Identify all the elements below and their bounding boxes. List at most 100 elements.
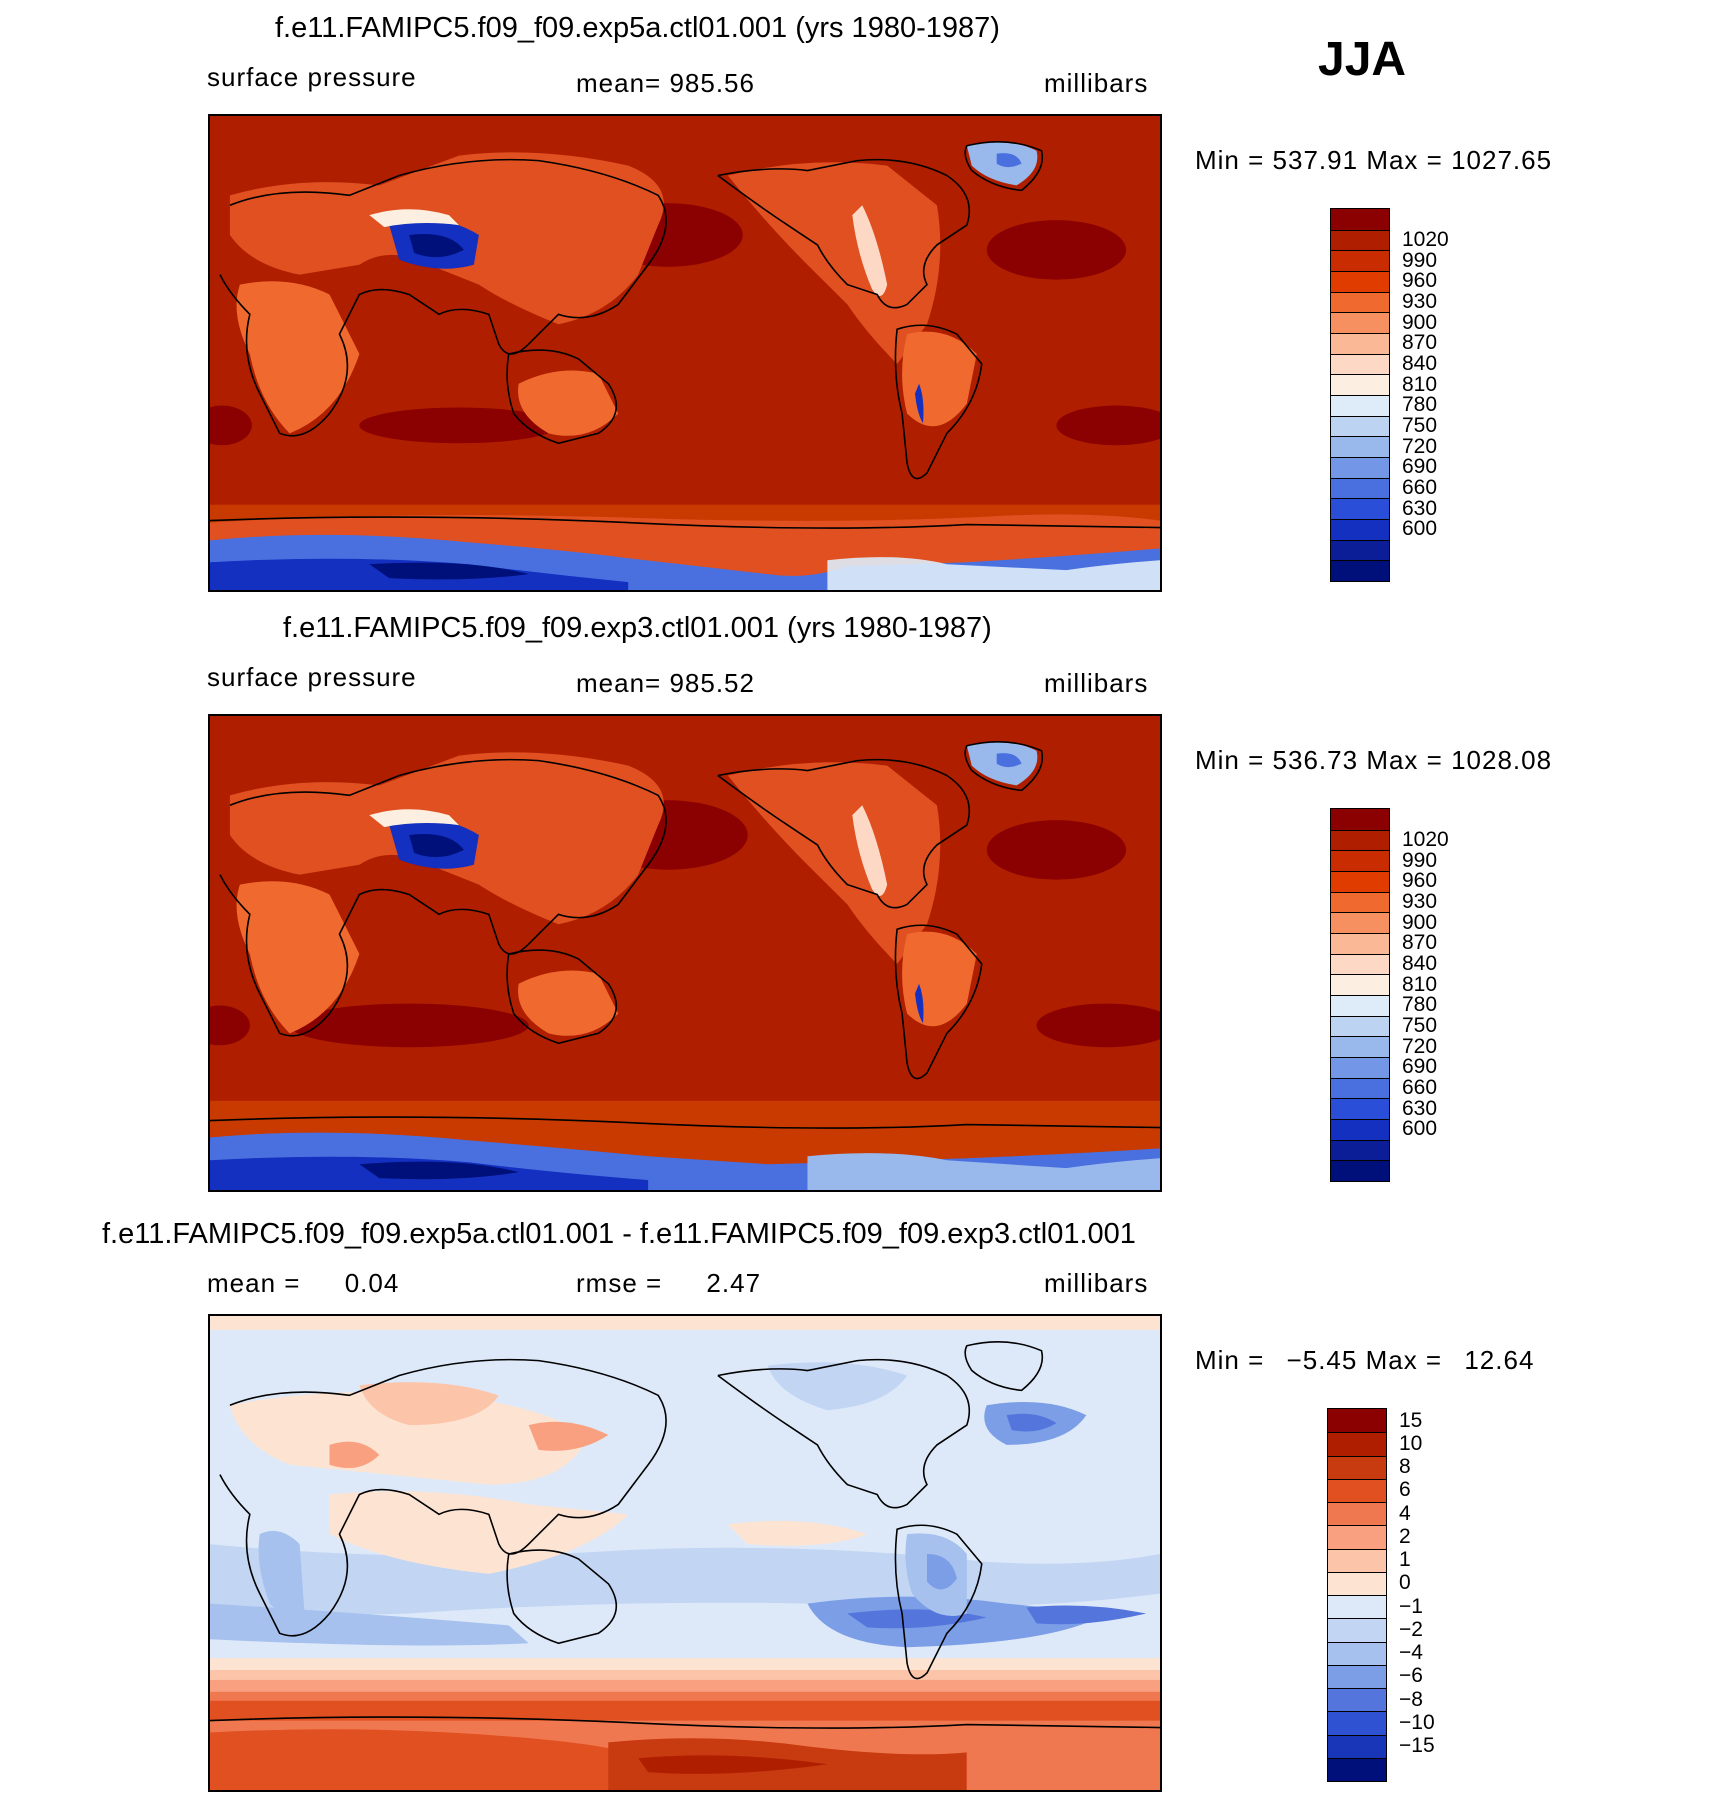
colorbar-swatch: [1331, 1160, 1389, 1181]
panel3-colorbar: [1327, 1408, 1387, 1782]
colorbar-tick-label: 2: [1399, 1524, 1411, 1548]
colorbar-swatch: [1331, 1139, 1389, 1161]
colorbar-swatch: [1331, 395, 1389, 416]
colorbar-swatch: [1328, 1571, 1386, 1595]
panel2-max-value: 1028.08: [1451, 745, 1553, 775]
colorbar-tick-label: −10: [1399, 1710, 1435, 1734]
panel3-mean-value: 0.04: [344, 1268, 400, 1298]
colorbar-tick-label: 0: [1399, 1571, 1411, 1595]
colorbar-swatch: [1331, 995, 1389, 1016]
colorbar-tick-label: 870: [1402, 331, 1438, 355]
panel2-title: f.e11.FAMIPC5.f09_f09.exp3.ctl01.001 (yr…: [283, 612, 992, 644]
colorbar-tick-label: 720: [1402, 434, 1438, 458]
panel3-mean: mean = 0.04: [207, 1268, 399, 1299]
colorbar-tick-label: 960: [1402, 869, 1438, 893]
colorbar-swatch: [1331, 871, 1389, 892]
colorbar-swatch: [1331, 1098, 1389, 1119]
colorbar-tick-label: 1020: [1402, 228, 1449, 251]
colorbar-tick-label: 630: [1402, 496, 1438, 520]
colorbar-swatch: [1331, 229, 1389, 251]
colorbar-tick-label: −15: [1399, 1734, 1435, 1758]
panel1-field-name: surface pressure: [207, 62, 417, 92]
colorbar-tick-label: −8: [1399, 1687, 1423, 1711]
panel3-rmse-value: 2.47: [706, 1268, 762, 1298]
panel3-min-value: −5.45: [1286, 1345, 1358, 1375]
panel1-mean: mean= 985.56: [576, 68, 755, 98]
panel1-map: [208, 114, 1162, 592]
panel2-min-value: 536.73: [1272, 745, 1359, 775]
colorbar-tick-label: 10: [1399, 1431, 1423, 1455]
colorbar-tick-label: 1020: [1402, 828, 1449, 851]
panel3-title: f.e11.FAMIPC5.f09_f09.exp5a.ctl01.001 - …: [102, 1218, 1136, 1250]
colorbar-swatch: [1328, 1711, 1386, 1735]
panel2-mean: mean= 985.52: [576, 668, 755, 698]
colorbar-swatch: [1331, 291, 1389, 313]
panel3-min-label: Min =: [1195, 1345, 1265, 1375]
panel3-map: [208, 1314, 1162, 1792]
panel1-colorbar: [1330, 208, 1390, 582]
colorbar-swatch: [1331, 498, 1389, 519]
colorbar-tick-label: 780: [1402, 393, 1438, 417]
colorbar-tick-label: 750: [1402, 1014, 1438, 1037]
panel3-max-label: Max =: [1365, 1345, 1443, 1375]
colorbar-swatch: [1331, 477, 1389, 499]
panel2-minmax: Min = 536.73 Max = 1028.08: [1195, 745, 1552, 776]
colorbar-swatch: [1328, 1409, 1386, 1433]
colorbar-tick-label: 990: [1402, 248, 1438, 272]
colorbar-swatch: [1331, 436, 1389, 457]
panel3-minmax: Min = −5.45 Max = 12.64: [1195, 1345, 1534, 1376]
panel3-units: millibars: [1044, 1268, 1149, 1298]
colorbar-swatch: [1328, 1595, 1386, 1619]
colorbar-tick-label: 660: [1402, 1076, 1438, 1099]
colorbar-tick-label: 660: [1402, 476, 1438, 499]
colorbar-swatch: [1331, 850, 1389, 871]
colorbar-tick-label: 840: [1402, 952, 1438, 975]
colorbar-swatch: [1328, 1664, 1386, 1688]
panel3-rmse: rmse = 2.47: [576, 1268, 761, 1299]
panel2-max-label: Max =: [1366, 745, 1443, 775]
panel1-min-value: 537.91: [1272, 145, 1359, 175]
colorbar-tick-label: 810: [1402, 972, 1438, 996]
colorbar-swatch: [1328, 1525, 1386, 1549]
colorbar-tick-label: 960: [1402, 269, 1438, 293]
colorbar-swatch: [1331, 539, 1389, 561]
panel2-units: millibars: [1044, 668, 1149, 698]
colorbar-tick-label: 930: [1402, 890, 1438, 913]
colorbar-swatch: [1331, 415, 1389, 437]
colorbar-swatch: [1331, 1015, 1389, 1037]
colorbar-tick-label: 870: [1402, 931, 1438, 955]
colorbar-tick-label: −6: [1399, 1664, 1423, 1688]
colorbar-tick-label: 690: [1402, 455, 1438, 479]
colorbar-swatch: [1331, 974, 1389, 995]
panel1-max-label: Max =: [1366, 145, 1443, 175]
colorbar-swatch: [1331, 912, 1389, 933]
colorbar-swatch: [1328, 1502, 1386, 1526]
colorbar-swatch: [1331, 271, 1389, 292]
colorbar-swatch: [1331, 1077, 1389, 1099]
colorbar-tick-label: 690: [1402, 1055, 1438, 1079]
colorbar-tick-label: 6: [1399, 1478, 1411, 1502]
colorbar-tick-label: 750: [1402, 414, 1438, 437]
colorbar-swatch: [1328, 1548, 1386, 1572]
colorbar-swatch: [1331, 457, 1389, 478]
colorbar-swatch: [1328, 1688, 1386, 1712]
panel3-rmse-label: rmse =: [576, 1268, 663, 1298]
panel1-max-value: 1027.65: [1451, 145, 1553, 175]
season-label: JJA: [1318, 33, 1407, 86]
colorbar-swatch: [1331, 374, 1389, 395]
colorbar-swatch: [1331, 829, 1389, 851]
colorbar-tick-label: −4: [1399, 1641, 1423, 1665]
panel1-units: millibars: [1044, 68, 1149, 98]
colorbar-swatch: [1331, 560, 1389, 581]
colorbar-tick-label: 780: [1402, 993, 1438, 1017]
colorbar-swatch: [1328, 1618, 1386, 1642]
colorbar-swatch: [1331, 1036, 1389, 1057]
colorbar-tick-label: 4: [1399, 1501, 1411, 1525]
colorbar-tick-label: 900: [1402, 910, 1438, 934]
colorbar-swatch: [1328, 1478, 1386, 1502]
colorbar-swatch: [1331, 1119, 1389, 1140]
panel1-minmax: Min = 537.91 Max = 1027.65: [1195, 145, 1552, 176]
colorbar-swatch: [1331, 809, 1389, 830]
colorbar-swatch: [1331, 953, 1389, 975]
colorbar-swatch: [1331, 250, 1389, 271]
